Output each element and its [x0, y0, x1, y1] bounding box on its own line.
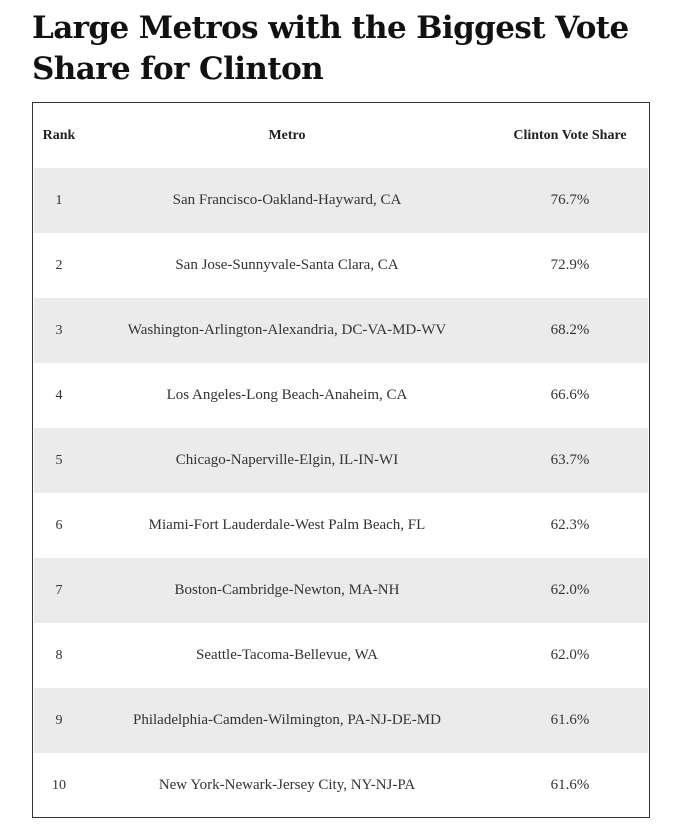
column-header-rank: Rank [42, 127, 76, 143]
vote-share-cell: 62.0% [550, 647, 590, 663]
table-row: 10 New York-Newark-Jersey City, NY-NJ-PA 6… [34, 753, 648, 817]
metro-cell: Chicago-Naperville-Elgin, IL-IN-WI [175, 452, 399, 468]
rank-cell: 10 [52, 777, 66, 793]
metro-cell: Philadelphia-Camden-Wilmington, PA-NJ-DE… [133, 712, 441, 728]
data-table: Rank Metro Clinton Vote Share 1 San Franc… [32, 102, 650, 818]
rank-cell: 1 [55, 192, 63, 208]
rank-cell: 5 [55, 452, 63, 468]
metro-cell: Los Angeles-Long Beach-Anaheim, CA [166, 387, 408, 403]
vote-share-cell: 63.7% [550, 452, 590, 468]
metro-cell: Washington-Arlington-Alexandria, DC-VA-M… [127, 322, 447, 338]
table-row: 6 Miami-Fort Lauderdale-West Palm Beach, … [34, 493, 648, 558]
table-row: 2 San Jose-Sunnyvale-Santa Clara, CA 72.9% [34, 233, 648, 298]
vote-share-cell: 68.2% [550, 322, 590, 338]
rank-cell: 7 [55, 582, 63, 598]
table-row: 8 Seattle-Tacoma-Bellevue, WA 62.0% [34, 623, 648, 688]
metro-cell: Seattle-Tacoma-Bellevue, WA [196, 647, 378, 663]
table-row: 1 San Francisco-Oakland-Hayward, CA 76.7% [34, 168, 648, 233]
rank-cell: 2 [55, 257, 63, 273]
vote-share-cell: 62.3% [550, 517, 590, 533]
metro-cell: New York-Newark-Jersey City, NY-NJ-PA [158, 777, 416, 793]
rank-cell: 6 [55, 517, 63, 533]
vote-share-cell: 61.6% [550, 712, 590, 728]
vote-share-cell: 72.9% [550, 257, 590, 273]
table-row: 4 Los Angeles-Long Beach-Anaheim, CA 66.6% [34, 363, 648, 428]
table-row: 3 Washington-Arlington-Alexandria, DC-VA-… [34, 298, 648, 363]
rank-cell: 4 [55, 387, 63, 403]
table-row: 9 Philadelphia-Camden-Wilmington, PA-NJ-D… [34, 688, 648, 753]
metro-cell: San Francisco-Oakland-Hayward, CA [172, 192, 402, 208]
table-row: 5 Chicago-Naperville-Elgin, IL-IN-WI 63.7% [34, 428, 648, 493]
metro-cell: Boston-Cambridge-Newton, MA-NH [174, 582, 400, 598]
table-row: 7 Boston-Cambridge-Newton, MA-NH 62.0% [34, 558, 648, 623]
metro-cell: San Jose-Sunnyvale-Santa Clara, CA [175, 257, 399, 273]
vote-share-cell: 66.6% [550, 387, 590, 403]
chart-title: Large Metros with the Biggest Vote Share… [32, 10, 629, 87]
rank-cell: 8 [55, 647, 63, 663]
vote-share-cell: 76.7% [550, 192, 590, 208]
column-header-metro: Metro [268, 127, 306, 143]
vote-share-cell: 61.6% [550, 777, 590, 793]
rank-cell: 3 [55, 322, 63, 338]
vote-share-cell: 62.0% [550, 582, 590, 598]
metro-cell: Miami-Fort Lauderdale-West Palm Beach, F… [148, 517, 426, 533]
rank-cell: 9 [55, 712, 63, 728]
column-header-clinton-vote-share: Clinton Vote Share [513, 127, 627, 143]
table-header-row: Rank Metro Clinton Vote Share [34, 103, 648, 168]
